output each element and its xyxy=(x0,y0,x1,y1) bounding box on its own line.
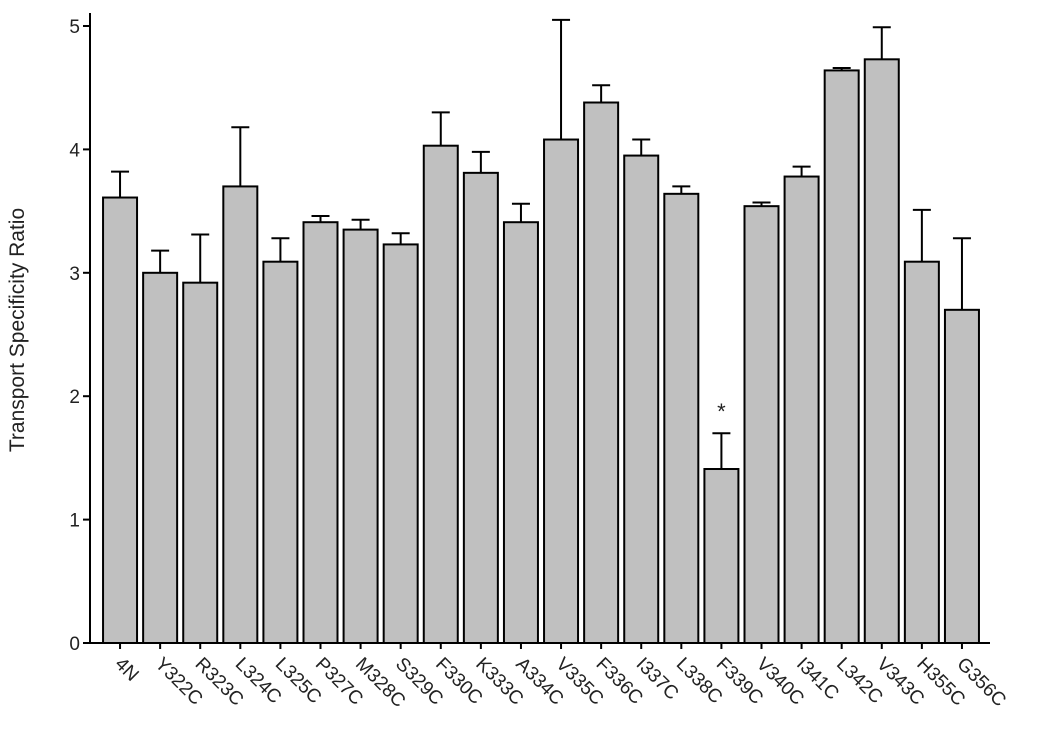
y-tick-label: 2 xyxy=(69,387,80,408)
y-axis-label: Transport Specificity Ratio xyxy=(6,208,29,452)
y-tick-label: 0 xyxy=(69,634,80,655)
y-tick-label: 1 xyxy=(69,511,80,532)
error-bar xyxy=(632,138,651,156)
bar xyxy=(342,228,379,645)
error-bar xyxy=(431,111,450,146)
bar xyxy=(863,58,900,645)
bar xyxy=(502,221,539,644)
error-bar xyxy=(511,202,530,223)
bar xyxy=(182,281,219,644)
x-tick-label: 4N xyxy=(111,654,143,686)
y-tick-label: 4 xyxy=(69,140,80,161)
bar xyxy=(623,154,660,644)
bar xyxy=(583,101,620,645)
error-bar xyxy=(311,215,330,223)
bar xyxy=(543,138,580,644)
bar xyxy=(703,468,740,645)
error-bar xyxy=(391,232,410,245)
error-bar xyxy=(231,126,250,187)
error-bar xyxy=(712,432,731,470)
error-bar xyxy=(471,150,490,173)
error-bar xyxy=(952,237,971,310)
bar xyxy=(222,185,259,644)
bar xyxy=(142,271,179,644)
bar xyxy=(743,205,780,644)
bar xyxy=(302,221,339,644)
error-bar xyxy=(351,218,370,230)
error-bar xyxy=(792,165,811,177)
error-bar xyxy=(672,185,691,194)
y-tick-label: 5 xyxy=(69,17,80,38)
bar xyxy=(382,243,419,644)
annotation: * xyxy=(717,399,726,424)
bar xyxy=(462,171,499,644)
bar xyxy=(102,196,139,644)
error-bar xyxy=(271,237,290,262)
y-tick-label: 3 xyxy=(69,264,80,285)
error-bar xyxy=(912,208,931,262)
bar xyxy=(943,308,980,644)
bar xyxy=(262,260,299,644)
error-bar xyxy=(151,249,170,273)
error-bar xyxy=(191,233,210,283)
error-bar xyxy=(552,18,571,140)
bar xyxy=(823,69,860,644)
bar xyxy=(783,175,820,644)
error-bar xyxy=(111,170,130,198)
bar xyxy=(903,260,940,644)
error-bar xyxy=(592,84,611,103)
bar xyxy=(422,144,459,644)
bar xyxy=(663,192,700,644)
error-bar xyxy=(872,26,891,60)
